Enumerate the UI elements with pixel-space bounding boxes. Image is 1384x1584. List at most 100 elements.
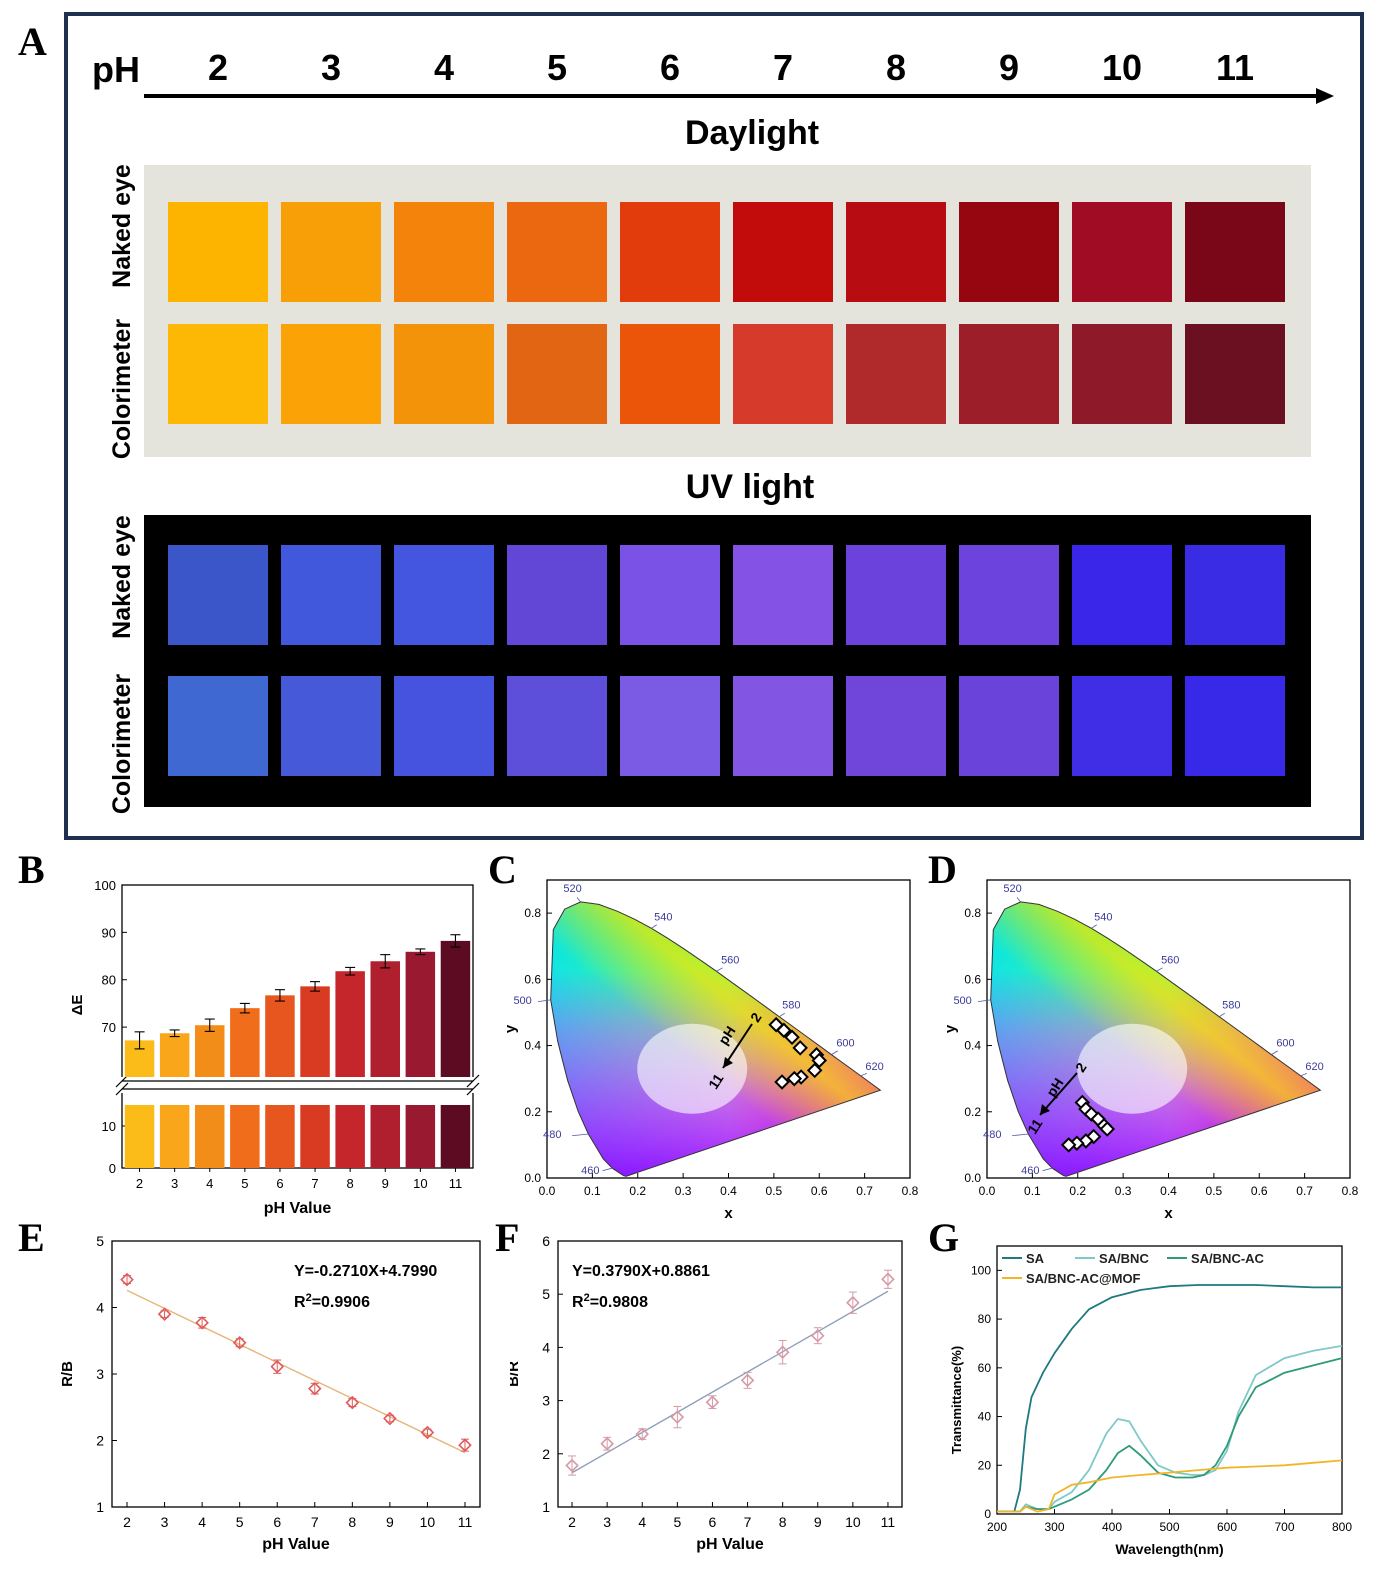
color-swatch (394, 676, 494, 776)
bar-segment-lower (230, 1105, 260, 1168)
color-swatch (507, 202, 607, 302)
y-tick-label: 0.2 (964, 1105, 981, 1119)
wavelength-label: 600 (1276, 1037, 1294, 1049)
wavelength-label: 520 (1003, 883, 1021, 895)
x-tick-label: 8 (347, 1176, 354, 1191)
data-point (810, 1328, 825, 1343)
x-tick-label: 400 (1102, 1520, 1122, 1534)
y-tick-label: 5 (542, 1286, 550, 1302)
x-axis-title: pH Value (696, 1536, 764, 1553)
data-point (420, 1425, 435, 1440)
color-swatch (846, 202, 946, 302)
x-tick-label: 7 (311, 1176, 318, 1191)
color-swatch (620, 202, 720, 302)
ph-value-label: 7 (772, 47, 794, 88)
y-tick-label: 4 (96, 1300, 104, 1316)
wavelength-tick (537, 999, 551, 1003)
white-point-glow (637, 1023, 748, 1114)
x-tick-label: 6 (276, 1176, 283, 1191)
uv-light-title: UV light (685, 468, 815, 506)
y-tick-label: 40 (978, 1410, 992, 1424)
x-axis-title: x (1164, 1205, 1173, 1222)
wavelength-tick (602, 1167, 613, 1172)
y-tick-label: 2 (96, 1433, 104, 1449)
wavelength-label: 520 (563, 883, 581, 895)
color-swatch (281, 545, 381, 645)
wavelength-label: 540 (654, 911, 672, 923)
color-swatch (168, 324, 268, 424)
x-tick-label: 800 (1332, 1520, 1352, 1534)
y-tick-label: 0.6 (964, 972, 981, 986)
x-tick-label: 4 (198, 1514, 206, 1530)
x-tick-label: 4 (638, 1514, 646, 1530)
plot-frame (121, 884, 474, 1169)
x-tick-label: 9 (814, 1514, 822, 1530)
series-line (997, 1357, 1343, 1513)
wavelength-tick (576, 897, 581, 903)
wavelength-tick (831, 1050, 838, 1055)
color-swatch (959, 202, 1059, 302)
bar (335, 971, 365, 1077)
data-point (846, 1295, 860, 1310)
x-tick-label: 0.5 (1206, 1184, 1223, 1198)
legend-label: SA/BNC (1099, 1251, 1149, 1266)
data-point (383, 1411, 397, 1426)
x-tick-label: 0.7 (1296, 1184, 1313, 1198)
color-swatch (1072, 676, 1172, 776)
color-swatch (1072, 545, 1172, 645)
axis-break-gap (116, 1077, 479, 1093)
x-tick-label: 7 (311, 1514, 319, 1530)
color-swatch (959, 545, 1059, 645)
color-swatch (168, 202, 268, 302)
x-tick-label: 9 (382, 1176, 389, 1191)
wavelength-tick (572, 1133, 589, 1137)
bar-segment-lower (405, 1105, 436, 1168)
x-tick-label: 200 (987, 1520, 1007, 1534)
data-point (786, 1070, 803, 1087)
x-tick-label: 8 (348, 1514, 356, 1530)
wavelength-label: 580 (782, 1000, 800, 1012)
wavelength-tick (1300, 1072, 1307, 1077)
panel-letter-d: D (928, 847, 957, 892)
bar (440, 940, 471, 1077)
color-swatch (168, 545, 268, 645)
wavelength-tick (651, 924, 657, 929)
x-tick-label: 4 (206, 1176, 213, 1191)
data-point (565, 1458, 579, 1473)
y-tick-label: 1 (96, 1499, 104, 1515)
x-tick-label: 0.5 (766, 1184, 783, 1198)
color-swatch (959, 324, 1059, 424)
color-swatch (1185, 545, 1285, 645)
y-axis-title: ΔE (69, 995, 86, 1016)
x-tick-label: 0.3 (675, 1184, 692, 1198)
ph-value-label: 5 (546, 47, 568, 88)
wavelength-label: 560 (1161, 954, 1179, 966)
color-swatch (1072, 202, 1172, 302)
y-tick-label: 6 (542, 1233, 550, 1249)
panel-letter-f: F (495, 1215, 520, 1260)
x-tick-label: 11 (458, 1514, 473, 1530)
x-axis-title: pH Value (262, 1536, 330, 1553)
x-tick-label: 5 (236, 1514, 244, 1530)
x-tick-label: 0.2 (629, 1184, 646, 1198)
data-point (195, 1316, 209, 1330)
r-squared-sup: 2 (584, 1292, 590, 1304)
fill-layer (990, 901, 1321, 1177)
data-point (270, 1359, 285, 1374)
legend-label: SA/BNC-AC (1191, 1251, 1265, 1266)
ph-value-label: 6 (659, 47, 681, 88)
wavelength-tick (1219, 1012, 1225, 1018)
data-point (345, 1395, 360, 1410)
x-tick-label: 3 (171, 1176, 178, 1191)
wavelength-label: 540 (1094, 911, 1112, 923)
row-label-uv-naked-eye: Naked eye (108, 515, 136, 639)
color-swatch (620, 676, 720, 776)
color-swatch (733, 324, 833, 424)
panel-letter-e: E (18, 1215, 45, 1260)
x-tick-label: 8 (779, 1514, 787, 1530)
y-axis-title: y (942, 1024, 959, 1033)
color-swatch (1072, 324, 1172, 424)
data-point (740, 1373, 755, 1388)
x-tick-label: 0.7 (856, 1184, 873, 1198)
bar-segment-lower (159, 1105, 190, 1168)
